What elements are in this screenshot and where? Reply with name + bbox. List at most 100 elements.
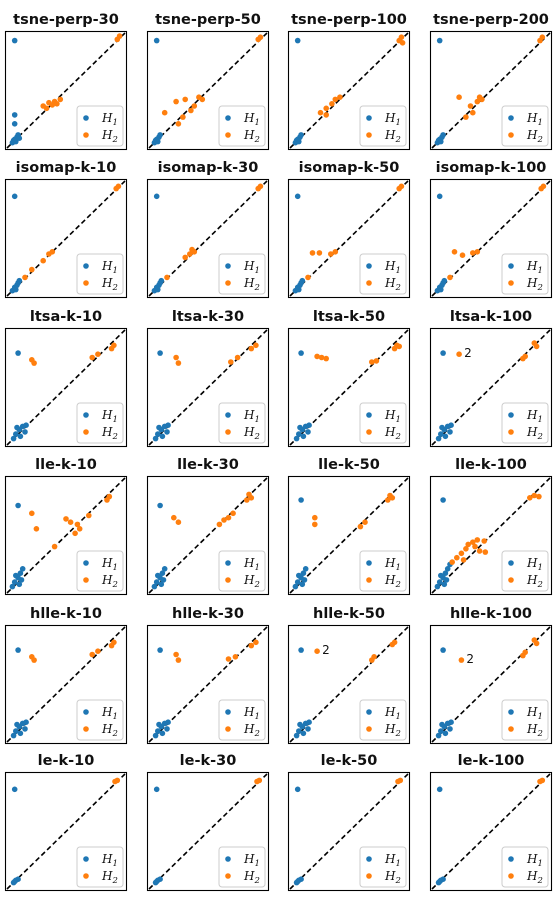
point-h2 <box>188 107 194 114</box>
point-h1 <box>22 429 28 435</box>
point-h2 <box>108 345 115 352</box>
legend-marker-h2 <box>83 280 89 286</box>
legend-marker-h1 <box>508 709 514 715</box>
series-h2 <box>314 342 403 365</box>
point-h1 <box>152 435 159 442</box>
series-h1 <box>10 647 29 739</box>
point-h1 <box>13 431 19 437</box>
point-h2 <box>398 183 405 190</box>
point-h1 <box>444 566 451 572</box>
series-h2 <box>449 492 542 565</box>
panel-title: hlle-k-50 <box>313 606 385 622</box>
series-h2 <box>447 183 547 281</box>
point-h2 <box>451 249 458 255</box>
point-h2 <box>389 495 396 501</box>
point-h2 <box>472 543 478 550</box>
legend-marker-h2 <box>225 873 231 879</box>
legend-marker-h2 <box>508 429 514 435</box>
legend-label-h2: H2 <box>526 128 543 145</box>
point-h2 <box>175 519 182 525</box>
point-h1 <box>17 570 24 576</box>
point-h1 <box>155 728 161 734</box>
point-h2 <box>482 549 489 555</box>
legend-marker-h2 <box>225 132 231 138</box>
point-h2 <box>33 526 40 532</box>
point-h1 <box>438 431 444 437</box>
point-h1 <box>447 429 453 435</box>
point-h1 <box>296 431 302 437</box>
legend-label-h1: H1 <box>384 111 401 128</box>
series-h1 <box>10 350 29 442</box>
point-h1 <box>153 579 160 585</box>
series-h2 <box>29 639 117 663</box>
point-h2 <box>164 274 170 281</box>
panel-title: le-k-100 <box>458 753 525 769</box>
multiplicity-label: 2 <box>466 652 474 666</box>
point-h2 <box>253 639 259 646</box>
point-h1 <box>294 579 301 585</box>
series-h1 <box>435 350 454 442</box>
legend-label-h1: H1 <box>384 705 401 722</box>
legend-marker-h1 <box>508 412 514 418</box>
point-h2 <box>470 539 476 545</box>
diagonal-line <box>431 32 551 149</box>
diagonal-line <box>6 477 126 594</box>
series-h2 <box>305 183 405 281</box>
legend-label-h2: H2 <box>101 128 118 145</box>
point-h2 <box>323 105 330 112</box>
legend-label-h2: H2 <box>243 869 260 886</box>
point-h2 <box>248 345 255 352</box>
legend-label-h1: H1 <box>384 556 401 573</box>
series-h2 <box>456 34 546 120</box>
legend-marker-h1 <box>508 560 514 566</box>
point-h2 <box>470 109 476 116</box>
point-h2 <box>31 657 37 663</box>
point-h2 <box>533 640 540 647</box>
legend-label-h2: H2 <box>384 722 401 739</box>
point-h2 <box>29 510 35 517</box>
legend-marker-h2 <box>366 873 372 879</box>
point-h2 <box>95 351 101 358</box>
point-h1 <box>442 730 449 737</box>
point-h2 <box>257 183 264 190</box>
point-h2 <box>189 246 195 253</box>
point-h2 <box>191 103 198 109</box>
point-h1 <box>296 138 302 145</box>
series-h1 <box>434 193 448 294</box>
series-h2 <box>317 34 406 118</box>
point-h2 <box>257 34 264 40</box>
point-h2 <box>447 274 453 281</box>
legend-marker-h1 <box>83 709 89 715</box>
point-h1 <box>294 878 301 885</box>
point-h2 <box>391 639 398 646</box>
point-h1 <box>155 286 161 293</box>
legend-label-h1: H1 <box>384 852 401 869</box>
point-h1 <box>438 138 444 145</box>
legend-marker-h2 <box>366 280 372 286</box>
legend-label-h2: H2 <box>526 722 543 739</box>
legend-label-h2: H2 <box>243 425 260 442</box>
legend-marker-h1 <box>225 263 231 269</box>
point-h2 <box>357 523 364 530</box>
point-h1 <box>439 424 445 431</box>
point-h2 <box>481 538 488 544</box>
point-h2 <box>458 657 465 663</box>
point-h1 <box>300 730 307 737</box>
point-h1 <box>153 786 160 793</box>
series-h2 <box>40 33 123 112</box>
point-h1 <box>153 878 160 885</box>
legend-label-h2: H2 <box>243 722 260 739</box>
